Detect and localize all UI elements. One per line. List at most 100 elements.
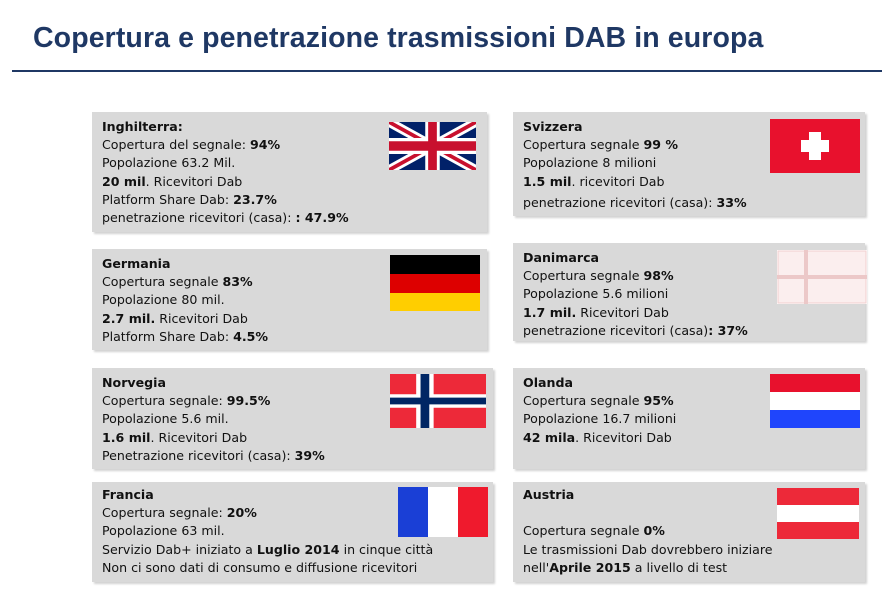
coverage-line: Copertura del segnale: 94% [102, 136, 280, 154]
population-line: Popolazione 63 mil. [102, 523, 225, 538]
title-divider [12, 70, 882, 72]
coverage-line: Copertura segnale 0% [523, 522, 665, 540]
france-flag-icon [398, 487, 488, 537]
penetration-value: 33% [716, 195, 747, 210]
platform-share-label: Platform Share Dab: [102, 329, 234, 344]
page-title: Copertura e penetrazione trasmissioni DA… [33, 22, 764, 54]
coverage-label: Copertura del segnale: [102, 137, 250, 152]
norway-flag-icon [390, 374, 486, 428]
coverage-label: Copertura segnale [523, 523, 644, 538]
population-line: Popolazione 16.7 milioni [523, 411, 677, 426]
platform-share-line: Platform Share Dab: 4.5% [102, 328, 268, 346]
coverage-label: Copertura segnale: [102, 505, 227, 520]
country-card-uk: Inghilterra: Copertura del segnale: 94% … [92, 112, 487, 232]
no-data-note: Non ci sono dati di consumo e diffusione… [102, 560, 418, 575]
penetration-label: penetrazione ricevitori (casa): [102, 210, 296, 225]
country-card-france: Francia Copertura segnale: 20% Popolazio… [92, 482, 493, 582]
coverage-line: Copertura segnale 95% [523, 392, 674, 410]
population-line: Popolazione 63.2 Mil. [102, 155, 236, 170]
service-start-line: Servizio Dab+ iniziato a Luglio 2014 in … [102, 541, 433, 559]
start-date-line: nell'Aprile 2015 a livello di test [523, 559, 727, 577]
country-name: Inghilterra: [102, 119, 183, 134]
coverage-label: Copertura segnale [523, 268, 644, 283]
country-card-denmark: Danimarca Copertura segnale 98% Popolazi… [513, 243, 867, 341]
switzerland-flag-icon [770, 119, 860, 173]
penetration-value: : 37% [708, 323, 748, 338]
platform-share-line: Platform Share Dab: 23.7% [102, 191, 277, 209]
start-date-value: Aprile 2015 [549, 560, 631, 575]
start-date-prefix: nell' [523, 560, 550, 575]
receivers-value: 1.5 mil [523, 174, 572, 189]
start-date-detail: a livello di test [630, 560, 728, 575]
coverage-label: Copertura segnale [523, 137, 644, 152]
population-line: Popolazione 5.6 mil. [102, 411, 229, 426]
platform-share-value: 4.5% [233, 329, 269, 344]
country-name: Francia [102, 487, 154, 502]
population-line: Popolazione 80 mil. [102, 292, 225, 307]
penetration-value: 39% [294, 448, 325, 463]
receivers-line: 1.7 mil. Ricevitori Dab [523, 304, 669, 322]
receivers-value: 1.6 mil [102, 430, 151, 445]
united-kingdom-flag-icon [389, 122, 476, 170]
country-name: Austria [523, 487, 575, 502]
denmark-flag-icon [777, 250, 867, 304]
receivers-value: 2.7 mil. [102, 311, 156, 326]
receivers-value: 1.7 mil. [523, 305, 577, 320]
receivers-value: 20 mil [102, 174, 146, 189]
coverage-value: 83% [222, 274, 253, 289]
coverage-label: Copertura segnale: [102, 393, 227, 408]
coverage-line: Copertura segnale: 99.5% [102, 392, 270, 410]
country-card-switzerland: Svizzera Copertura segnale 99 % Popolazi… [513, 112, 865, 216]
austria-flag-icon [777, 488, 859, 539]
country-name: Danimarca [523, 250, 600, 265]
platform-share-value: 23.7% [233, 192, 277, 207]
penetration-label: penetrazione ricevitori (casa) [523, 323, 709, 338]
coverage-line: Copertura segnale 83% [102, 273, 253, 291]
country-name: Svizzera [523, 119, 583, 134]
receivers-line: 1.5 mil. ricevitori Dab [523, 173, 665, 191]
receivers-label: . ricevitori Dab [571, 174, 665, 189]
country-name: Olanda [523, 375, 573, 390]
service-start-label: Servizio Dab+ iniziato a [102, 542, 257, 557]
receivers-line: 42 mila. Ricevitori Dab [523, 429, 672, 447]
coverage-line: Copertura segnale: 20% [102, 504, 257, 522]
netherlands-flag-icon [770, 374, 860, 428]
penetration-line: penetrazione ricevitori (casa): 33% [523, 194, 747, 212]
penetration-label: Penetrazione ricevitori (casa): [102, 448, 295, 463]
population-line: Popolazione 8 milioni [523, 155, 657, 170]
country-card-norway: Norvegia Copertura segnale: 99.5% Popola… [92, 368, 493, 469]
coverage-value: 0% [643, 523, 665, 538]
coverage-value: 98% [643, 268, 674, 283]
penetration-line: penetrazione ricevitori (casa): 37% [523, 322, 748, 340]
coverage-line: Copertura segnale 99 % [523, 136, 678, 154]
receivers-label: Ricevitori Dab [576, 305, 669, 320]
country-card-germany: Germania Copertura segnale 83% Popolazio… [92, 249, 487, 350]
receivers-line: 20 mil. Ricevitori Dab [102, 173, 242, 191]
receivers-label: Ricevitori Dab [155, 311, 248, 326]
country-name: Norvegia [102, 375, 166, 390]
coverage-value: 20% [226, 505, 257, 520]
penetration-value: : 47.9% [295, 210, 349, 225]
coverage-value: 99 % [643, 137, 679, 152]
receivers-line: 2.7 mil. Ricevitori Dab [102, 310, 248, 328]
coverage-value: 99.5% [226, 393, 271, 408]
coverage-label: Copertura segnale [102, 274, 223, 289]
platform-share-label: Platform Share Dab: [102, 192, 234, 207]
coverage-label: Copertura segnale [523, 393, 644, 408]
coverage-value: 94% [249, 137, 281, 152]
germany-flag-icon [390, 255, 480, 311]
penetration-line: Penetrazione ricevitori (casa): 39% [102, 447, 325, 465]
country-name: Germania [102, 256, 171, 271]
receivers-value: 42 mila [523, 430, 576, 445]
population-line: Popolazione 5.6 milioni [523, 286, 669, 301]
service-start-date: Luglio 2014 [256, 542, 340, 557]
receivers-line: 1.6 mil. Ricevitori Dab [102, 429, 247, 447]
coverage-value: 95% [643, 393, 674, 408]
receivers-label: . Ricevitori Dab [145, 174, 243, 189]
penetration-label: penetrazione ricevitori (casa): [523, 195, 717, 210]
penetration-line: penetrazione ricevitori (casa): : 47.9% [102, 209, 349, 227]
coverage-line: Copertura segnale 98% [523, 267, 674, 285]
receivers-label: . Ricevitori Dab [575, 430, 672, 445]
receivers-label: . Ricevitori Dab [150, 430, 248, 445]
start-note-line: Le trasmissioni Dab dovrebbero iniziare [523, 542, 773, 557]
